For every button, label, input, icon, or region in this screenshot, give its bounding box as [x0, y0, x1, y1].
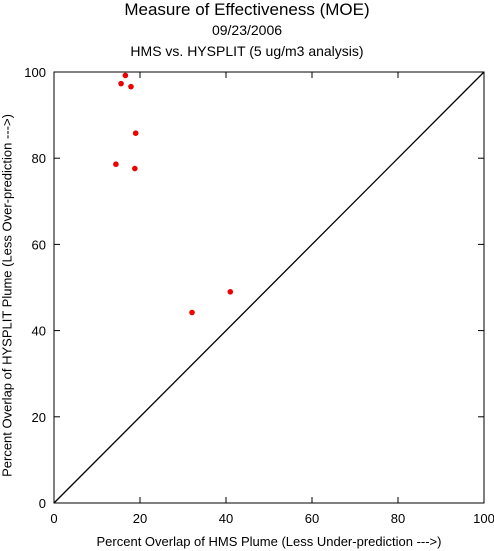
- y-axis-label: Percent Overlap of HYSPLIT Plume (Less O…: [0, 114, 15, 477]
- x-tick-label: 40: [219, 511, 233, 526]
- data-point: [118, 80, 124, 87]
- data-point: [227, 289, 234, 295]
- data-point: [113, 161, 119, 168]
- chart-subtitle: HMS vs. HYSPLIT (5 ug/m3 analysis): [130, 43, 364, 59]
- x-tick-label: 80: [391, 511, 405, 526]
- x-axis-label: Percent Overlap of HMS Plume (Less Under…: [96, 534, 442, 549]
- y-tick-label: 40: [32, 324, 46, 339]
- x-tick-label: 0: [50, 511, 57, 526]
- x-tick-label: 60: [305, 511, 319, 526]
- y-tick-label: 20: [32, 410, 46, 425]
- data-point: [132, 130, 139, 137]
- data-point: [122, 72, 129, 79]
- y-tick-label: 0: [39, 496, 46, 511]
- data-point: [128, 83, 134, 90]
- data-point: [132, 165, 138, 172]
- y-tick-label: 60: [32, 237, 46, 252]
- x-tick-label: 20: [133, 511, 147, 526]
- y-tick-label: 100: [24, 65, 46, 80]
- chart-title: Measure of Effectiveness (MOE): [124, 0, 370, 19]
- y-tick-label: 80: [32, 151, 46, 166]
- diagonal-reference-line: [53, 71, 485, 504]
- x-tick-label: 100: [473, 511, 494, 526]
- data-point: [189, 309, 195, 316]
- plot-frame: [53, 71, 485, 504]
- chart-date: 09/23/2006: [211, 22, 283, 38]
